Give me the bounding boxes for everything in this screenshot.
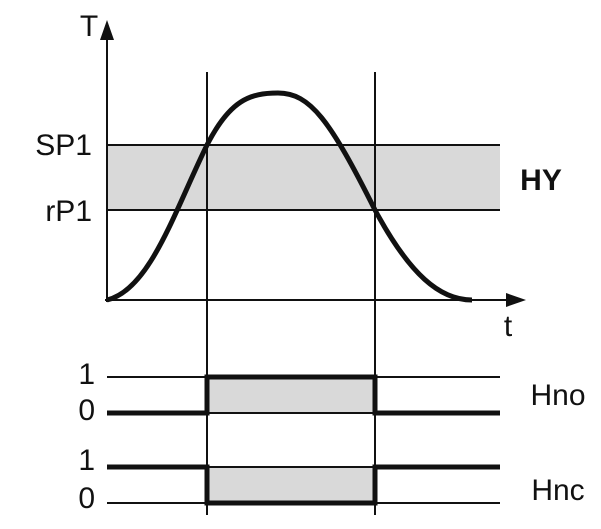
hnc-inactive-area (207, 467, 375, 503)
hno-low-label: 0 (78, 394, 95, 427)
axis-x-label: t (504, 310, 513, 343)
hno-label: Hno (530, 379, 585, 412)
hnc-signal (107, 464, 500, 506)
x-axis-arrow (506, 293, 526, 307)
hno-signal (107, 374, 500, 416)
hnc-high-label: 1 (78, 444, 95, 477)
sp1-label: SP1 (35, 129, 92, 162)
axis-y-label: T (80, 10, 98, 43)
hnc-label: Hnc (531, 474, 584, 507)
hno-high-label: 1 (78, 358, 95, 391)
y-axis-arrow (100, 20, 114, 40)
hno-active-area (207, 377, 375, 413)
hy-label: HY (520, 164, 562, 197)
rp1-label: rP1 (45, 195, 92, 228)
hnc-low-label: 0 (78, 482, 95, 515)
temperature-curve (106, 90, 473, 303)
hysteresis-band (107, 145, 500, 210)
